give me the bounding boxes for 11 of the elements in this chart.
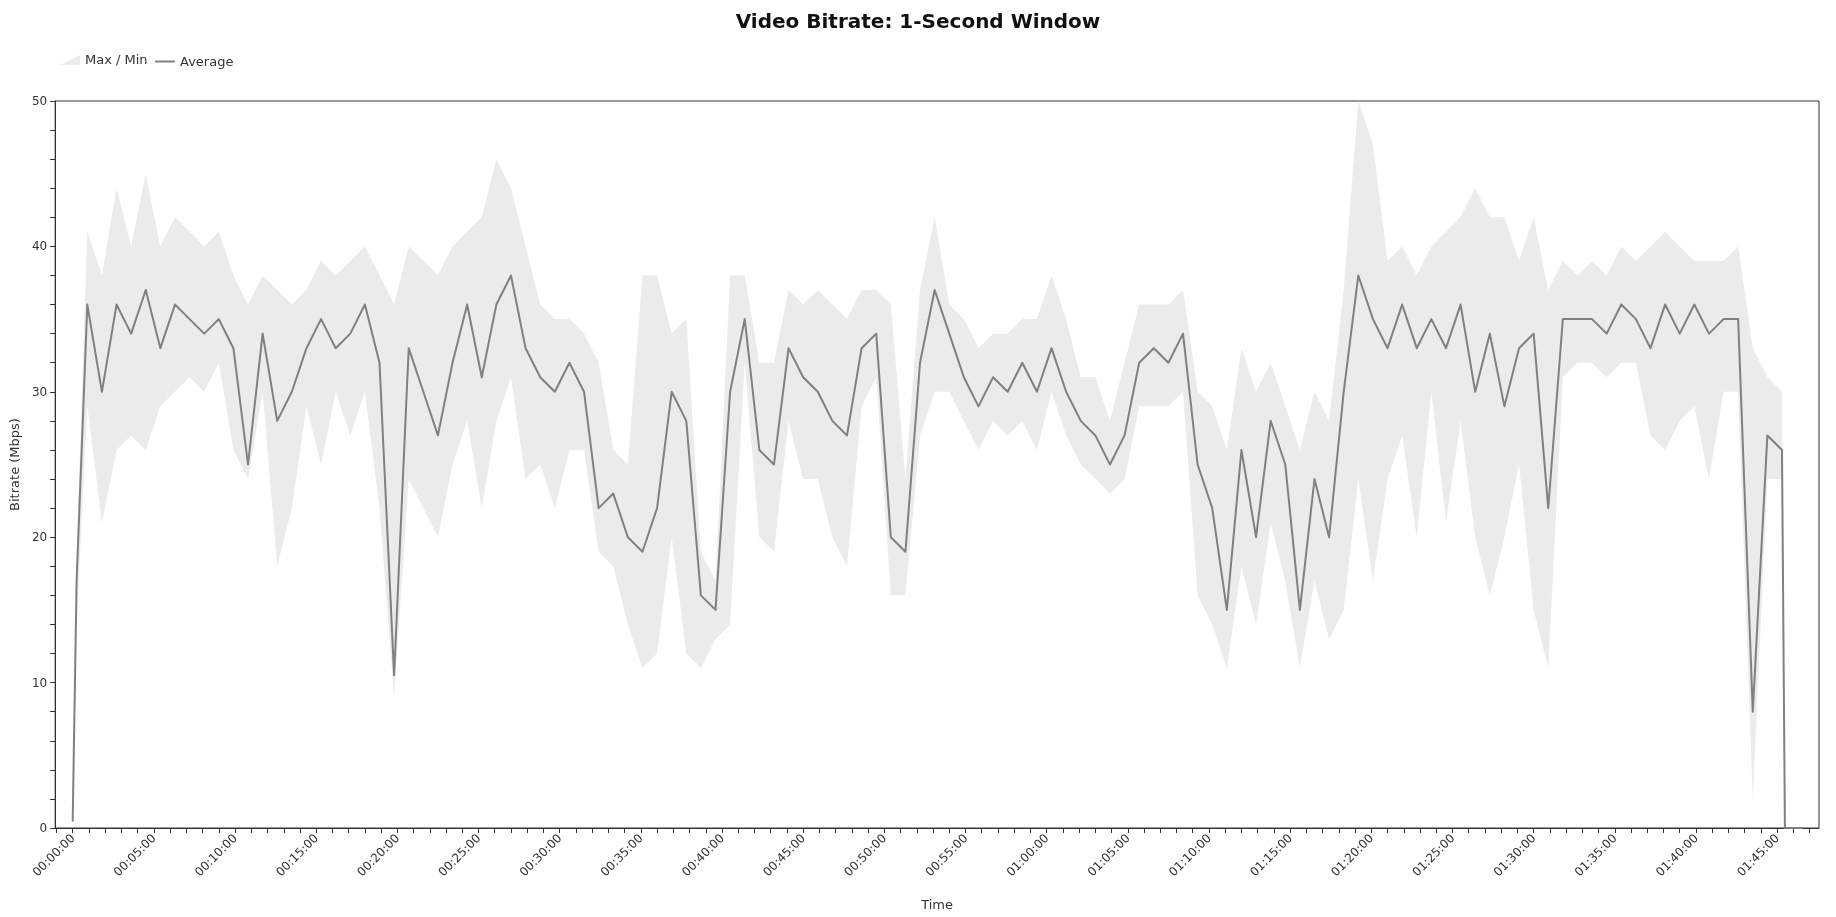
y-tick-label: 50 [31,94,48,108]
x-axis-title: Time [920,897,953,912]
y-axis-title: Bitrate (Mbps) [7,418,22,511]
legend-label: Average [180,54,234,69]
y-tick-label: 40 [31,239,48,254]
chart-title: Video Bitrate: 1-Second Window [735,9,1101,33]
y-tick-label: 20 [31,530,48,545]
y-tick-label: 30 [31,384,48,399]
y-tick-label: 10 [31,675,48,690]
text: Max / Min [85,52,148,67]
y-tick-label: 0 [39,821,48,835]
